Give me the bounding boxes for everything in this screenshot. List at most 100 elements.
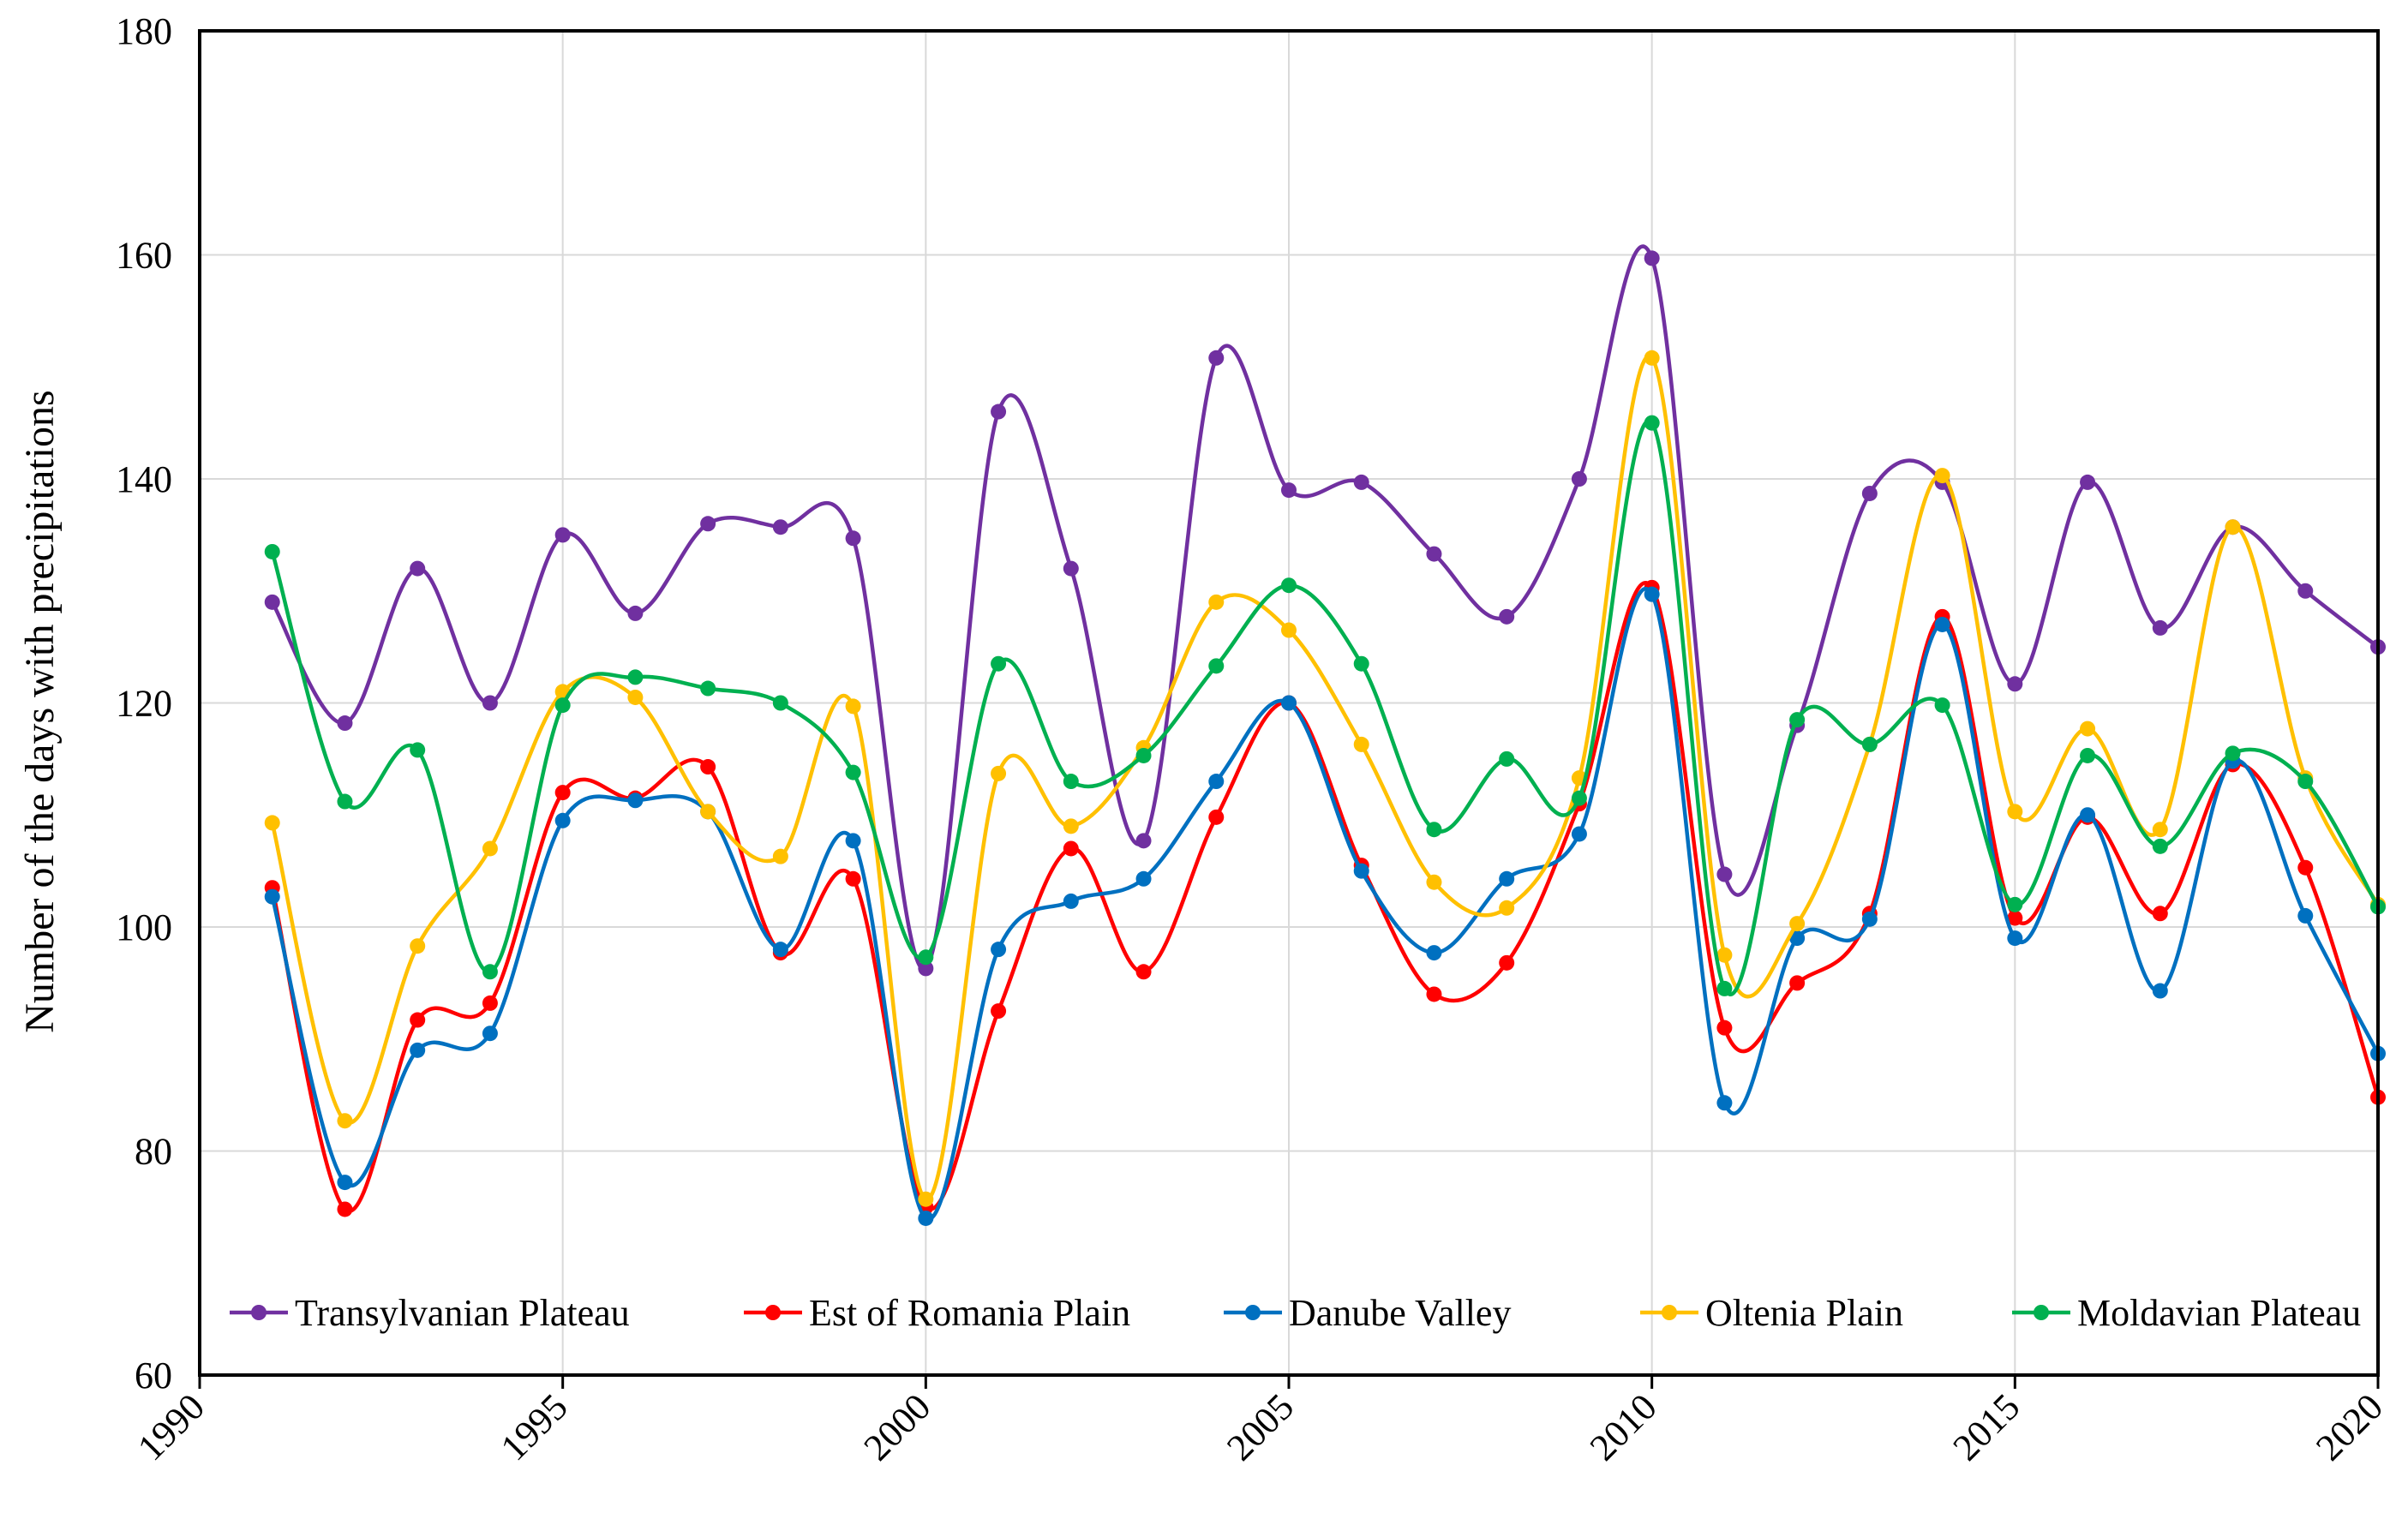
data-point bbox=[1426, 986, 1442, 1002]
data-point bbox=[1063, 840, 1079, 857]
data-point bbox=[1644, 250, 1660, 266]
data-point bbox=[1426, 822, 1442, 838]
legend-swatch-marker bbox=[765, 1305, 781, 1320]
data-point bbox=[627, 669, 644, 685]
data-point bbox=[2080, 807, 2096, 823]
legend-label: Transylvanian Plateau bbox=[295, 1292, 630, 1334]
data-point bbox=[2007, 676, 2023, 692]
legend-swatch-marker bbox=[2034, 1305, 2049, 1320]
data-point bbox=[991, 404, 1007, 420]
data-point bbox=[1644, 586, 1660, 602]
series-danube-valley bbox=[264, 586, 2386, 1226]
data-point bbox=[627, 792, 644, 809]
series-oltenia-plain bbox=[264, 350, 2386, 1207]
data-point bbox=[2152, 906, 2168, 922]
data-point bbox=[991, 765, 1007, 781]
data-point bbox=[554, 527, 571, 543]
series-lines bbox=[264, 244, 2386, 1226]
data-point bbox=[845, 530, 861, 547]
x-tick-label: 2010 bbox=[1582, 1385, 1665, 1468]
data-point bbox=[1789, 712, 1806, 728]
y-tick-label: 140 bbox=[116, 458, 172, 500]
data-point bbox=[1135, 747, 1152, 763]
series-line bbox=[270, 244, 2380, 972]
data-point bbox=[1861, 485, 1878, 501]
series-line bbox=[270, 419, 2380, 996]
data-point bbox=[1571, 471, 1587, 487]
data-point bbox=[627, 689, 644, 705]
y-tick-label: 80 bbox=[135, 1131, 172, 1173]
data-point bbox=[337, 1201, 353, 1217]
data-point bbox=[1208, 594, 1225, 610]
data-point bbox=[845, 870, 861, 887]
data-point bbox=[410, 938, 426, 954]
data-point bbox=[1934, 616, 1950, 632]
data-point bbox=[1571, 790, 1587, 806]
data-point bbox=[1716, 866, 1733, 882]
data-point bbox=[482, 695, 498, 711]
data-point bbox=[337, 1113, 353, 1129]
data-point bbox=[1208, 774, 1225, 790]
data-point bbox=[1281, 622, 1297, 638]
data-point bbox=[1353, 655, 1369, 672]
data-point bbox=[1281, 482, 1297, 499]
data-point bbox=[1063, 560, 1079, 577]
data-point bbox=[337, 793, 353, 810]
data-point bbox=[845, 764, 861, 780]
data-point bbox=[1716, 1020, 1733, 1036]
data-point bbox=[1789, 930, 1806, 947]
data-point bbox=[1426, 874, 1442, 890]
data-point bbox=[991, 942, 1007, 958]
data-point bbox=[482, 964, 498, 980]
data-point bbox=[1353, 863, 1369, 879]
legend: Transylvanian Plateau Est of Romania Plai… bbox=[230, 1292, 2361, 1334]
legend-label: Danube Valley bbox=[1289, 1292, 1511, 1334]
data-point bbox=[1789, 975, 1806, 991]
data-point bbox=[2080, 721, 2096, 737]
legend-label: Moldavian Plateau bbox=[2077, 1292, 2361, 1334]
data-point bbox=[2152, 619, 2168, 636]
data-point bbox=[1281, 577, 1297, 594]
data-point bbox=[1499, 751, 1515, 767]
data-point bbox=[1353, 736, 1369, 752]
legend-item: Est of Romania Plain bbox=[744, 1292, 1130, 1334]
data-point bbox=[1716, 980, 1733, 996]
y-axis-ticks: 60 80 100 120 140 160 180 bbox=[116, 10, 172, 1396]
data-point bbox=[700, 680, 716, 697]
data-point bbox=[337, 1175, 353, 1191]
data-point bbox=[2297, 859, 2314, 876]
data-point bbox=[918, 1210, 934, 1226]
data-point bbox=[1063, 818, 1079, 834]
data-point bbox=[991, 655, 1007, 672]
data-point bbox=[554, 785, 571, 801]
y-axis-title: Number of the days with precipitations bbox=[17, 390, 63, 1033]
data-point bbox=[2225, 519, 2241, 535]
y-tick-label: 180 bbox=[116, 10, 172, 52]
data-point bbox=[772, 848, 788, 864]
legend-item: Moldavian Plateau bbox=[2012, 1292, 2361, 1334]
data-point bbox=[772, 519, 788, 535]
data-point bbox=[1063, 774, 1079, 790]
data-point bbox=[918, 1191, 934, 1207]
data-point bbox=[1208, 809, 1225, 825]
data-point bbox=[2007, 930, 2023, 947]
data-point bbox=[1789, 916, 1806, 932]
x-tick-label: 2015 bbox=[1945, 1385, 2028, 1468]
y-tick-label: 100 bbox=[116, 906, 172, 948]
data-point bbox=[1644, 350, 1660, 366]
data-point bbox=[410, 1012, 426, 1028]
data-point bbox=[337, 715, 353, 732]
data-point bbox=[264, 543, 280, 559]
legend-label: Oltenia Plain bbox=[1705, 1292, 1903, 1334]
data-point bbox=[482, 995, 498, 1011]
data-point bbox=[627, 605, 644, 621]
data-point bbox=[2297, 583, 2314, 599]
x-tick-label: 1990 bbox=[129, 1385, 213, 1468]
data-point bbox=[1426, 546, 1442, 562]
data-point bbox=[264, 888, 280, 905]
data-point bbox=[1644, 415, 1660, 431]
data-point bbox=[410, 560, 426, 577]
data-point bbox=[2007, 804, 2023, 820]
data-point bbox=[2080, 474, 2096, 490]
data-point bbox=[2225, 745, 2241, 762]
